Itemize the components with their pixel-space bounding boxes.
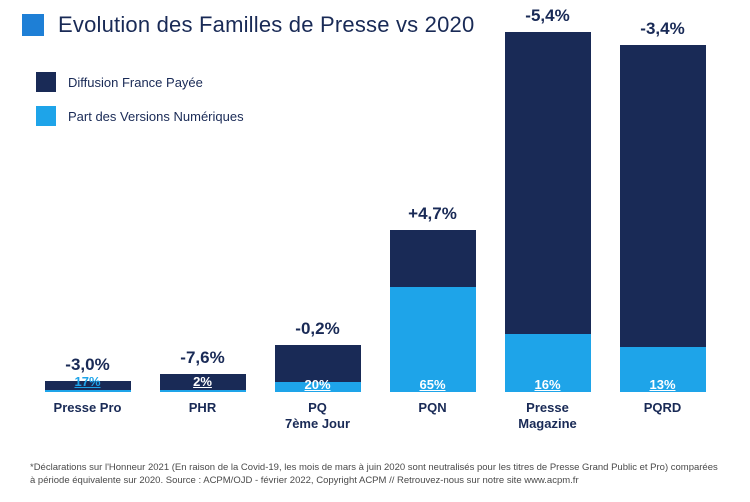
bar-delta-label: +4,7% (408, 204, 457, 224)
bar-group: -0,2% 20% PQ7ème Jour (268, 319, 368, 432)
bar-group: +4,7% 65% PQN (383, 204, 483, 432)
title-row: Evolution des Familles de Presse vs 2020 (22, 12, 474, 38)
bar-category-label: PQN (418, 400, 446, 432)
bar-segment-light: 17% (45, 390, 131, 392)
bar-segment-light: 13% (620, 347, 706, 392)
bar-delta-label: -3,4% (640, 19, 684, 39)
bar-segment-dark (620, 45, 706, 347)
chart-title: Evolution des Familles de Presse vs 2020 (58, 12, 474, 38)
title-swatch-icon (22, 14, 44, 36)
bar-stack: 16% (505, 32, 591, 392)
bar-digital-pct-label: 65% (419, 378, 445, 392)
bar-delta-label: -3,0% (65, 355, 109, 375)
bar-digital-pct-label: 2% (160, 375, 246, 389)
bar-group: -3,0% 17% Presse Pro (38, 355, 138, 432)
bar-digital-pct-label: 17% (45, 375, 131, 389)
bar-digital-pct-label: 16% (534, 378, 560, 392)
bar-segment-dark (505, 32, 591, 334)
bar-category-label: Presse Pro (54, 400, 122, 432)
bar-chart: -3,0% 17% Presse Pro -7,6% 2% PHR -0,2% 20% PQ7è… (30, 56, 720, 432)
bar-stack: 20% (275, 345, 361, 392)
bar-digital-pct-label: 20% (304, 378, 330, 392)
bar-stack: 2% (160, 374, 246, 392)
bar-segment-light: 2% (160, 390, 246, 392)
bar-segment-light: 65% (390, 287, 476, 392)
bar-stack: 17% (45, 381, 131, 392)
bar-group: -3,4% 13% PQRD (613, 19, 713, 432)
bar-stack: 13% (620, 45, 706, 392)
bar-digital-pct-label: 13% (649, 378, 675, 392)
bar-delta-label: -5,4% (525, 6, 569, 26)
bar-category-label: PHR (189, 400, 216, 432)
bar-group: -5,4% 16% PresseMagazine (498, 6, 598, 433)
bar-segment-light: 16% (505, 334, 591, 392)
footnote: *Déclarations sur l'Honneur 2021 (En rai… (30, 462, 720, 488)
bar-category-label: PresseMagazine (518, 400, 577, 433)
bar-category-label: PQ7ème Jour (285, 400, 350, 433)
bar-delta-label: -0,2% (295, 319, 339, 339)
bar-group: -7,6% 2% PHR (153, 348, 253, 432)
bar-category-label: PQRD (644, 400, 682, 432)
bar-segment-dark (390, 230, 476, 287)
bar-segment-light: 20% (275, 382, 361, 391)
page: Evolution des Familles de Presse vs 2020… (0, 0, 750, 502)
bar-delta-label: -7,6% (180, 348, 224, 368)
bar-stack: 65% (390, 230, 476, 392)
